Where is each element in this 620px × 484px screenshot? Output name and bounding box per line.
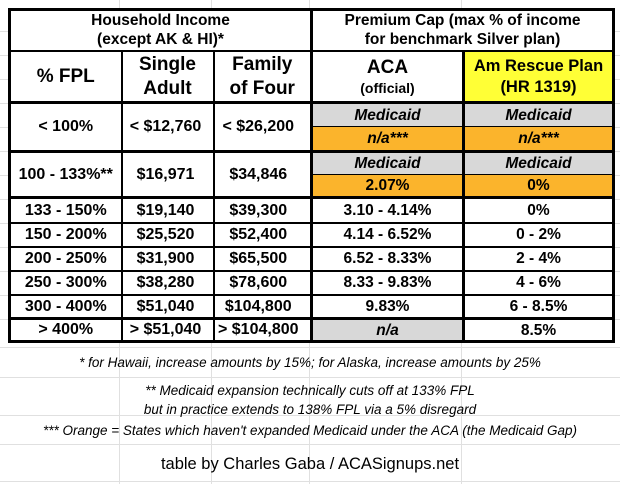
- table-subrow: n/a*** n/a***: [10, 126, 615, 154]
- premium-cap-group-header: Premium Cap (max % of income for benchma…: [310, 8, 615, 52]
- column-header-line: Adult: [143, 77, 192, 99]
- arp-medicaid-cell: Medicaid: [462, 150, 615, 176]
- fpl-range-cell: > 400%: [8, 317, 123, 343]
- single-adult-income-cell: > $51,040: [120, 317, 215, 343]
- single-adult-income-cell: $25,520: [120, 221, 215, 248]
- column-header-line: % FPL: [36, 65, 95, 87]
- arp-cap-cell: 0 - 2%: [462, 221, 615, 248]
- family-of-four-income-cell: $34,846: [212, 150, 313, 200]
- table-subrow: 2.07% 0%: [10, 174, 615, 200]
- family-of-four-income-cell: $65,500: [212, 245, 313, 272]
- gridline-horizontal: [0, 415, 620, 416]
- aca-cap-cell: 8.33 - 9.83%: [310, 269, 465, 296]
- household-income-group-header: Household Income (except AK & HI)*: [8, 8, 313, 52]
- column-header-fpl: % FPL: [8, 49, 123, 105]
- column-header-am-rescue-plan: Am Rescue Plan (HR 1319): [462, 49, 615, 105]
- arp-cap-cell: n/a***: [462, 126, 615, 154]
- aca-cap-cell: 6.52 - 8.33%: [310, 245, 465, 272]
- single-adult-income-cell: $51,040: [120, 293, 215, 320]
- fpl-range-cell: 100 - 133%**: [8, 150, 123, 200]
- aca-cap-cell: n/a***: [310, 126, 465, 154]
- table-row: 150 - 200% $25,520 $52,400 4.14 - 6.52% …: [8, 221, 615, 248]
- aca-cap-cell: 3.10 - 4.14%: [310, 196, 465, 224]
- family-of-four-income-cell: $39,300: [212, 196, 313, 224]
- footnote-hawaii-alaska: * for Hawaii, increase amounts by 15%; f…: [79, 355, 541, 370]
- single-adult-income-cell: < $12,760: [120, 101, 215, 154]
- table-row: > 400% > $51,040 > $104,800 n/a 8.5%: [8, 317, 615, 343]
- group-header-line: Premium Cap (max % of income: [344, 12, 581, 29]
- single-adult-income-cell: $31,900: [120, 245, 215, 272]
- aca-cap-cell: 9.83%: [310, 293, 465, 320]
- gridline-horizontal: [0, 444, 620, 445]
- column-header-line: Single: [138, 53, 196, 75]
- fpl-range-cell: 133 - 150%: [8, 196, 123, 224]
- column-header-line: Family: [232, 53, 293, 75]
- group-header-line: (except AK & HI)*: [97, 31, 224, 49]
- arp-cap-cell: 0%: [462, 196, 615, 224]
- fpl-range-cell: 200 - 250%: [8, 245, 123, 272]
- family-of-four-income-cell: < $26,200: [212, 101, 313, 154]
- fpl-range-cell: 300 - 400%: [8, 293, 123, 320]
- fpl-range-cell: < 100%: [8, 101, 123, 154]
- table-row: < 100% < $12,760 < $26,200 Medicaid Medi…: [8, 101, 615, 154]
- aca-medicaid-cell: Medicaid: [310, 150, 465, 176]
- arp-medicaid-cell: Medicaid: [462, 101, 615, 128]
- column-header-line: of Four: [229, 77, 295, 99]
- footnote-line: ** Medicaid expansion technically cuts o…: [145, 383, 475, 398]
- family-of-four-income-cell: $104,800: [212, 293, 313, 320]
- family-of-four-income-cell: $52,400: [212, 221, 313, 248]
- footnote-medicaid-gap: *** Orange = States which haven't expand…: [42, 423, 577, 438]
- arp-cap-cell: 0%: [462, 174, 615, 200]
- column-header-line: (HR 1319): [500, 77, 577, 96]
- gridline-horizontal: [0, 347, 620, 348]
- column-header-family-of-four: Family of Four: [212, 49, 313, 105]
- footnote-line: but in practice extends to 138% FPL via …: [143, 402, 477, 417]
- credit-line: table by Charles Gaba / ACASignups.net: [160, 455, 460, 473]
- gridline-ticks-right: [612, 8, 620, 339]
- arp-cap-cell: 8.5%: [462, 317, 615, 343]
- column-header-aca: ACA (official): [310, 49, 465, 105]
- table-row: 300 - 400% $51,040 $104,800 9.83% 6 - 8.…: [8, 293, 615, 320]
- group-header-row: Household Income (except AK & HI)* Premi…: [8, 8, 615, 52]
- column-header-single-adult: Single Adult: [120, 49, 215, 105]
- aca-medicaid-cell: Medicaid: [310, 101, 465, 128]
- group-header-line: for benchmark Silver plan): [364, 31, 561, 49]
- aca-cap-cell: n/a: [310, 317, 465, 343]
- arp-cap-cell: 6 - 8.5%: [462, 293, 615, 320]
- table-row: 133 - 150% $19,140 $39,300 3.10 - 4.14% …: [8, 196, 615, 224]
- column-header-line: (official): [360, 79, 415, 96]
- single-adult-income-cell: $38,280: [120, 269, 215, 296]
- single-adult-income-cell: $19,140: [120, 196, 215, 224]
- column-header-line: Am Rescue Plan: [473, 56, 604, 75]
- column-header-line: ACA: [366, 57, 409, 79]
- gridline-horizontal: [0, 377, 620, 378]
- group-header-line: Household Income: [91, 12, 230, 29]
- arp-cap-cell: 2 - 4%: [462, 245, 615, 272]
- aca-cap-cell: 4.14 - 6.52%: [310, 221, 465, 248]
- gridline-ticks-left: [0, 8, 8, 339]
- income-premium-cap-table: Household Income (except AK & HI)* Premi…: [8, 8, 615, 344]
- single-adult-income-cell: $16,971: [120, 150, 215, 200]
- table-row: 250 - 300% $38,280 $78,600 8.33 - 9.83% …: [8, 269, 615, 296]
- fpl-range-cell: 250 - 300%: [8, 269, 123, 296]
- arp-cap-cell: 4 - 6%: [462, 269, 615, 296]
- family-of-four-income-cell: > $104,800: [212, 317, 313, 343]
- table-row: 100 - 133%** $16,971 $34,846 Medicaid Me…: [8, 150, 615, 200]
- table-row: 200 - 250% $31,900 $65,500 6.52 - 8.33% …: [8, 245, 615, 272]
- column-header-row: % FPL Single Adult Family of Four ACA (o…: [8, 49, 615, 105]
- footnote-medicaid-expansion: ** Medicaid expansion technically cuts o…: [0, 381, 620, 419]
- family-of-four-income-cell: $78,600: [212, 269, 313, 296]
- gridline-horizontal: [0, 481, 620, 482]
- aca-cap-cell: 2.07%: [310, 174, 465, 200]
- fpl-range-cell: 150 - 200%: [8, 221, 123, 248]
